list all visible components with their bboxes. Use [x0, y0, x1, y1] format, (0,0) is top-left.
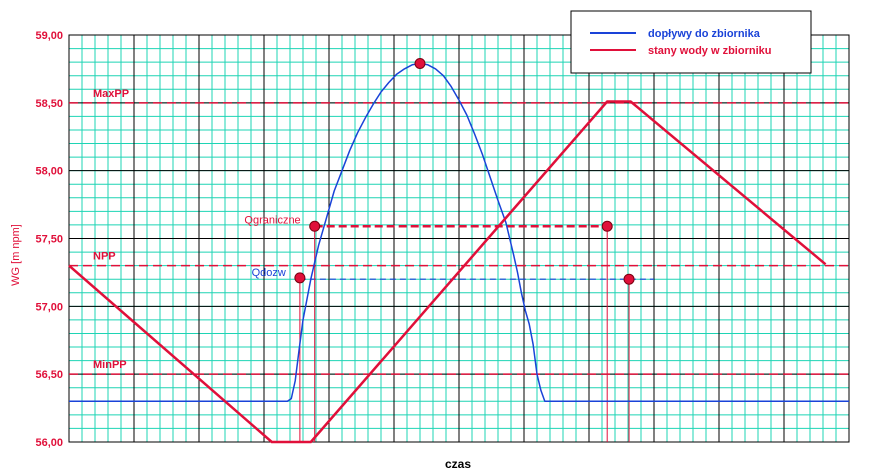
- reference-label-maxpp: MaxPP: [93, 88, 129, 100]
- y-tick-label: 56,50: [35, 369, 63, 381]
- y-tick-labels: 56,00 56,50 57,00 57,50 58,00 58,50 59,00: [35, 30, 63, 449]
- y-tick-label: 57,50: [35, 234, 63, 246]
- legend-box: [570, 10, 812, 74]
- y-axis-label: WG [m npm]: [10, 224, 22, 286]
- y-tick-label: 58,50: [35, 98, 63, 110]
- annotation-label-qdozw: Qdozw: [252, 267, 286, 279]
- annotation-label-qgraniczne: Qgraniczne: [244, 214, 300, 226]
- y-tick-label: 57,00: [35, 301, 63, 313]
- annotation-labels: MaxPP NPP MinPP Qgraniczne Qdozw: [93, 88, 301, 371]
- y-tick-label: 56,00: [35, 437, 63, 449]
- point-marker: [309, 220, 321, 232]
- legend-label-inflow: dopływy do zbiornika: [648, 28, 761, 40]
- point-marker: [294, 272, 306, 284]
- point-marker: [623, 273, 635, 285]
- reference-lines: [69, 102, 849, 375]
- series-line-water-level: [68, 100, 827, 444]
- reference-label-npp: NPP: [93, 251, 116, 263]
- point-marker: [601, 220, 613, 232]
- y-tick-label: 58,00: [35, 166, 63, 178]
- point-markers: [294, 57, 635, 285]
- point-marker: [414, 57, 426, 69]
- y-tick-label: 59,00: [35, 30, 63, 42]
- reference-label-minpp: MinPP: [93, 359, 127, 371]
- plot-border: [68, 34, 850, 443]
- legend: dopływy do zbiornika stany wody w zbiorn…: [570, 10, 812, 74]
- annotation-lines: [299, 225, 654, 280]
- x-axis-label: czas: [445, 457, 471, 471]
- series-line-inflow: [69, 62, 849, 403]
- legend-label-water-level: stany wody w zbiorniku: [648, 45, 771, 57]
- series-lines: [68, 62, 849, 444]
